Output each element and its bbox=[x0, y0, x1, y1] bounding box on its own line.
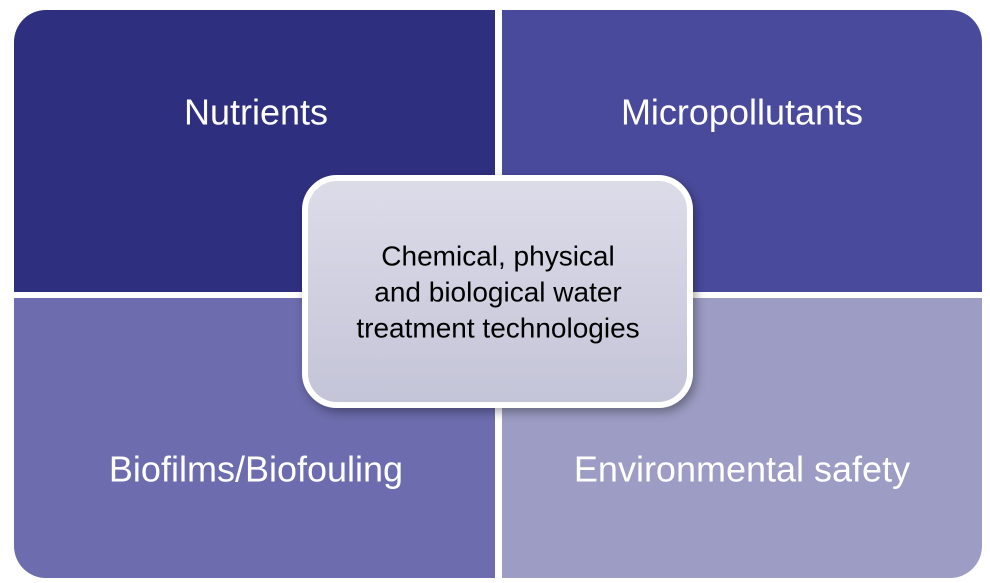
center-text: Chemical, physical bbox=[381, 240, 614, 271]
quadrant-label: Nutrients bbox=[184, 92, 328, 133]
quadrant-label: Environmental safety bbox=[574, 449, 910, 490]
center-text: treatment technologies bbox=[356, 312, 639, 343]
quadrant-label: Biofilms/Biofouling bbox=[109, 449, 403, 490]
quadrant-label: Micropollutants bbox=[621, 92, 863, 133]
center-text: and biological water bbox=[374, 276, 622, 307]
center-box bbox=[302, 175, 693, 408]
quadrants bbox=[14, 10, 982, 578]
